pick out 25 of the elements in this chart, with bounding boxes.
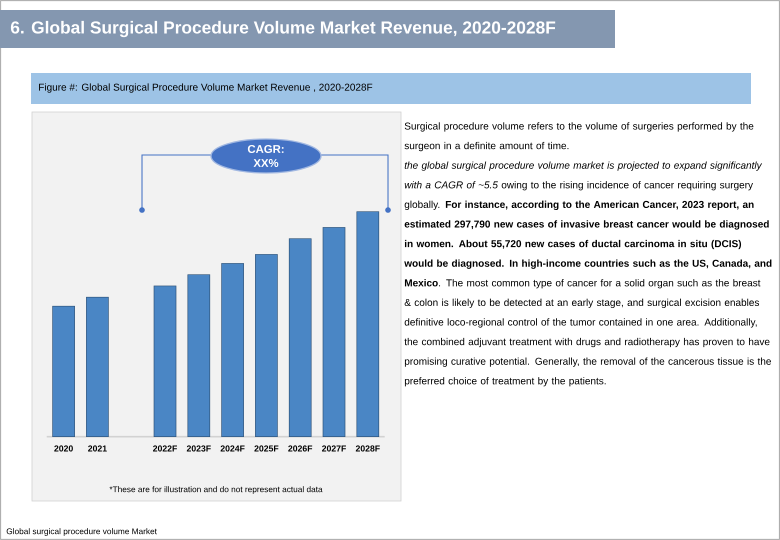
text: *These are for illustration and do not represent actual data [110,486,323,494]
text: the global surgical procedure volume market is projected to expand significantly with a CAGR of ~5.5 owing to the rising incidence of cancer requiring surgery globally. For instance, according to the American Cancer, 2023 report, an estimated 297,790 new cases of invasive breast cancer would be diagnosed in women. About 55,720 new cases of ductal carcinoma in situ (DCIS) would be diagnosed. In high-income countries such as the US, Canada, and Mexico. The most common type of cancer for a solid organ such as the breast & colon is likely to be detected at an early stage, and surgical excision enables definitive loco-regional control of the tumor contained in one area. Additionally, the combined adjuvant treatment with drugs and radiotherapy has proven to have promising curative potential. Generally, the removal of the cancerous tissue is the preferred choice of treatment by the patients. [404,161,772,386]
x-tick-label: 2022F [153,445,177,452]
text: Global surgical procedure volume Market [6,528,157,536]
text: Surgical procedure volume refers to the volume of surgeries performed by the surgeon in a definite amount of time. [404,122,754,152]
bar [356,211,380,438]
x-tick-label: 2027F [322,445,346,452]
x-tick-label: 2026F [288,445,312,452]
x-tick-label: 2025F [254,445,278,452]
bar [187,274,210,438]
x-tick-label: 2023F [186,445,211,452]
text: CAGR: XX% [248,145,284,167]
x-tick-label: 2024F [220,445,245,452]
bar [52,306,75,438]
bar [255,254,278,438]
chart-title: 6. Global Surgical Procedure Volume Market Revenue, 2020-2028F [10,20,556,38]
bar [154,286,176,438]
x-tick-label: 2020 [54,445,73,452]
x-tick-label: 2021 [88,445,107,452]
bar [221,263,244,438]
x-tick-label: 2028F [356,445,380,452]
bar [288,238,312,438]
bar [322,227,346,438]
bar [86,296,109,438]
chart-subtitle: Figure #: Global Surgical Procedure Volume Market Revenue , 2020-2028F [39,83,372,93]
